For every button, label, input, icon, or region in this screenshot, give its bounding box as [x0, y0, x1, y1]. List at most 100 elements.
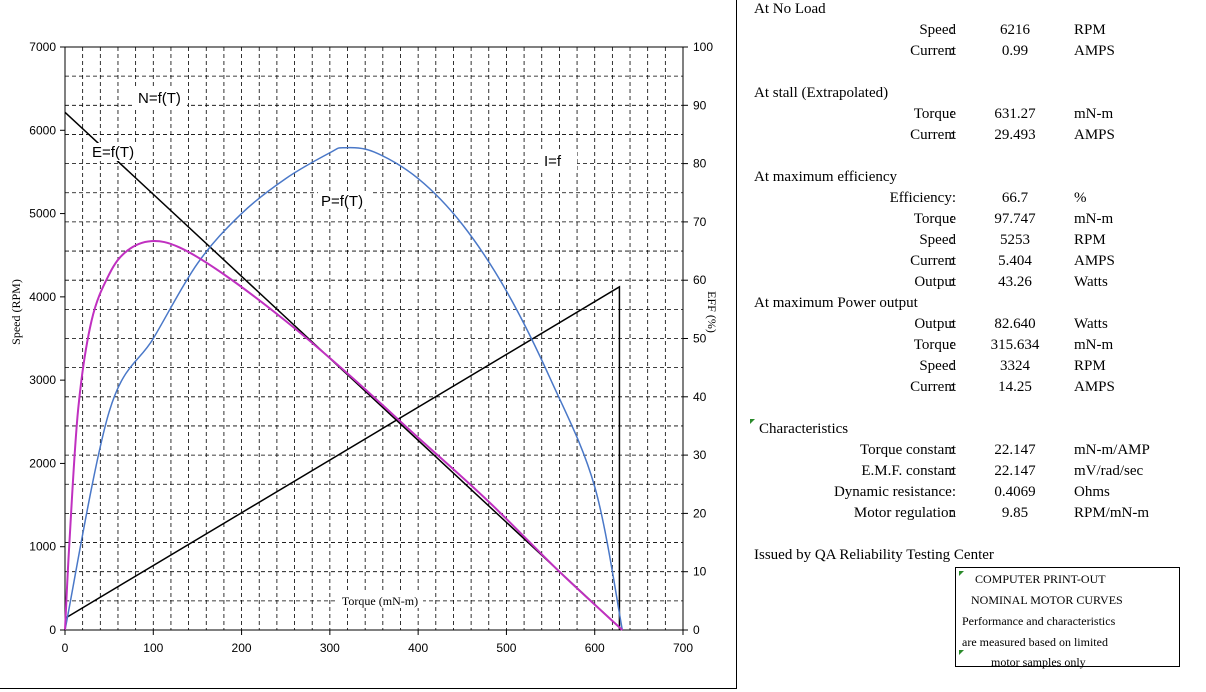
spec-row: E.M.F. constant: 22.147 mV/rad/sec	[738, 463, 1206, 483]
efficiency-curve-label: E=f(T)	[92, 144, 134, 161]
y-left-tick-label: 3000	[29, 373, 56, 387]
power-curve	[64, 146, 624, 631]
spec-label: Torque	[913, 211, 956, 227]
spec-separator: :	[950, 127, 955, 143]
spec-label: Output	[914, 316, 956, 332]
spec-unit: mN-m	[1074, 337, 1114, 353]
spec-value: 0.99	[1001, 43, 1029, 59]
spec-unit: mN-m/AMP	[1074, 442, 1150, 458]
spec-separator: :	[950, 232, 955, 248]
spec-unit: RPM/mN-m	[1074, 505, 1150, 521]
stamp-line-4: are measured based on limited	[962, 635, 1108, 649]
x-tick-label: 0	[62, 641, 69, 655]
spec-value: 3324	[1000, 358, 1030, 374]
spec-row: Torque: 97.747 mN-m	[738, 211, 1206, 231]
spec-label: Torque	[913, 337, 956, 353]
spec-unit: RPM	[1074, 22, 1106, 38]
marker-icon	[750, 419, 755, 424]
x-tick-label: 100	[143, 641, 163, 655]
issued-by: Issued by QA Reliability Testing Center	[754, 547, 994, 563]
spec-row: Torque: 315.634 mN-m	[738, 337, 1206, 357]
spec-row: Current: 29.493 AMPS	[738, 127, 1206, 147]
spec-separator: :	[950, 22, 955, 38]
y-left-tick-label: 4000	[29, 290, 56, 304]
chart-panel: 0 100 200 300 400 500 600 700 0 1000 2000 3000 4000 5…	[0, 0, 737, 689]
spec-separator: :	[950, 358, 955, 374]
spec-value: 5253	[1000, 232, 1030, 248]
spec-value: 97.747	[994, 211, 1036, 227]
spec-label: E.M.F. constant	[861, 463, 956, 479]
spec-row: Current: 5.404 AMPS	[738, 253, 1206, 273]
spec-label: Speed	[919, 22, 956, 38]
spec-row: Output: 43.26 Watts	[738, 274, 1206, 294]
y-right-tick-label: 90	[693, 98, 707, 112]
spec-row: Dynamic resistance: 0.4069 Ohms	[738, 484, 1206, 504]
speed-curve-label: N=f(T)	[138, 90, 181, 107]
spec-unit: AMPS	[1074, 379, 1115, 395]
spec-separator: :	[950, 253, 955, 269]
x-axis-label: Torque (mN-m)	[342, 594, 418, 608]
y-left-tick-label: 7000	[29, 40, 56, 54]
spec-unit: Watts	[1074, 274, 1108, 290]
spec-row: Speed: 3324 RPM	[738, 358, 1206, 378]
spec-unit: Watts	[1074, 316, 1108, 332]
x-tick-label: 600	[585, 641, 605, 655]
spec-row: Speed: 6216 RPM	[738, 22, 1206, 42]
spec-unit: AMPS	[1074, 127, 1115, 143]
spec-value: 22.147	[994, 442, 1036, 458]
spec-unit: mV/rad/sec	[1074, 463, 1144, 479]
spec-separator: :	[950, 316, 955, 332]
spec-row: Speed: 5253 RPM	[738, 232, 1206, 252]
y-left-tick-label: 5000	[29, 207, 56, 221]
spec-value: 14.25	[998, 379, 1032, 395]
y-right-axis-label: EFF (%)	[705, 291, 719, 333]
y-right-tick-label: 20	[693, 506, 707, 520]
printout-notice-box: COMPUTER PRINT-OUT NOMINAL MOTOR CURVES …	[955, 567, 1180, 669]
stamp-line-3: Performance and characteristics	[962, 614, 1116, 628]
spec-row: Current: 0.99 AMPS	[738, 43, 1206, 63]
spec-separator: :	[950, 337, 955, 353]
spec-row: Output: 82.640 Watts	[738, 316, 1206, 336]
spec-label: Motor regulation	[853, 505, 956, 521]
spec-label: Torque constant	[859, 442, 956, 458]
y-left-tick-label: 2000	[29, 456, 56, 470]
stall-title: At stall (Extrapolated)	[754, 85, 889, 101]
efficiency-curve	[64, 240, 624, 631]
spec-row: Torque constant: 22.147 mN-m/AMP	[738, 442, 1206, 462]
spec-label: Efficiency:	[889, 190, 956, 206]
x-tick-label: 500	[496, 641, 516, 655]
spec-separator: :	[950, 505, 955, 521]
y-right-tick-label: 40	[693, 390, 707, 404]
y-left-tick-label: 0	[49, 623, 56, 637]
spec-value: 631.27	[994, 106, 1036, 122]
spec-label: Current	[910, 253, 956, 269]
spec-separator: :	[950, 43, 955, 59]
power-curve-label: P=f(T)	[321, 193, 363, 210]
spec-value: 82.640	[994, 316, 1036, 332]
motor-curve-chart: 0 100 200 300 400 500 600 700010002000300040005…	[9, 40, 719, 655]
spec-value: 9.85	[1001, 505, 1029, 521]
y-right-tick-label: 10	[693, 565, 707, 579]
current-curve	[64, 285, 621, 630]
spec-separator: :	[950, 463, 955, 479]
spec-label: Output	[914, 274, 956, 290]
spec-unit: RPM	[1074, 232, 1106, 248]
spec-label: Torque	[913, 106, 956, 122]
y-left-tick-label: 1000	[29, 540, 56, 554]
spec-separator: :	[950, 442, 955, 458]
characteristics-title: Characteristics	[759, 421, 849, 437]
current-curve-label: I=f	[544, 153, 562, 170]
stamp-line-5: motor samples only	[991, 655, 1086, 669]
y-right-tick-label: 30	[693, 448, 707, 462]
spec-separator: :	[950, 211, 955, 227]
motor-specifications: At No Load Speed: 6216 RPM Current: 0.99 AMPS…	[738, 0, 1206, 692]
spec-unit: AMPS	[1074, 43, 1115, 59]
spec-label: Current	[910, 127, 956, 143]
spec-label: Dynamic resistance:	[833, 484, 956, 500]
stamp-line-1: COMPUTER PRINT-OUT	[975, 572, 1106, 586]
x-tick-label: 700	[673, 641, 693, 655]
spec-row: Motor regulation: 9.85 RPM/mN-m	[738, 505, 1206, 525]
spec-value: 315.634	[990, 337, 1040, 353]
spec-unit: mN-m	[1074, 106, 1114, 122]
spec-row: Torque: 631.27 mN-m	[738, 106, 1206, 126]
